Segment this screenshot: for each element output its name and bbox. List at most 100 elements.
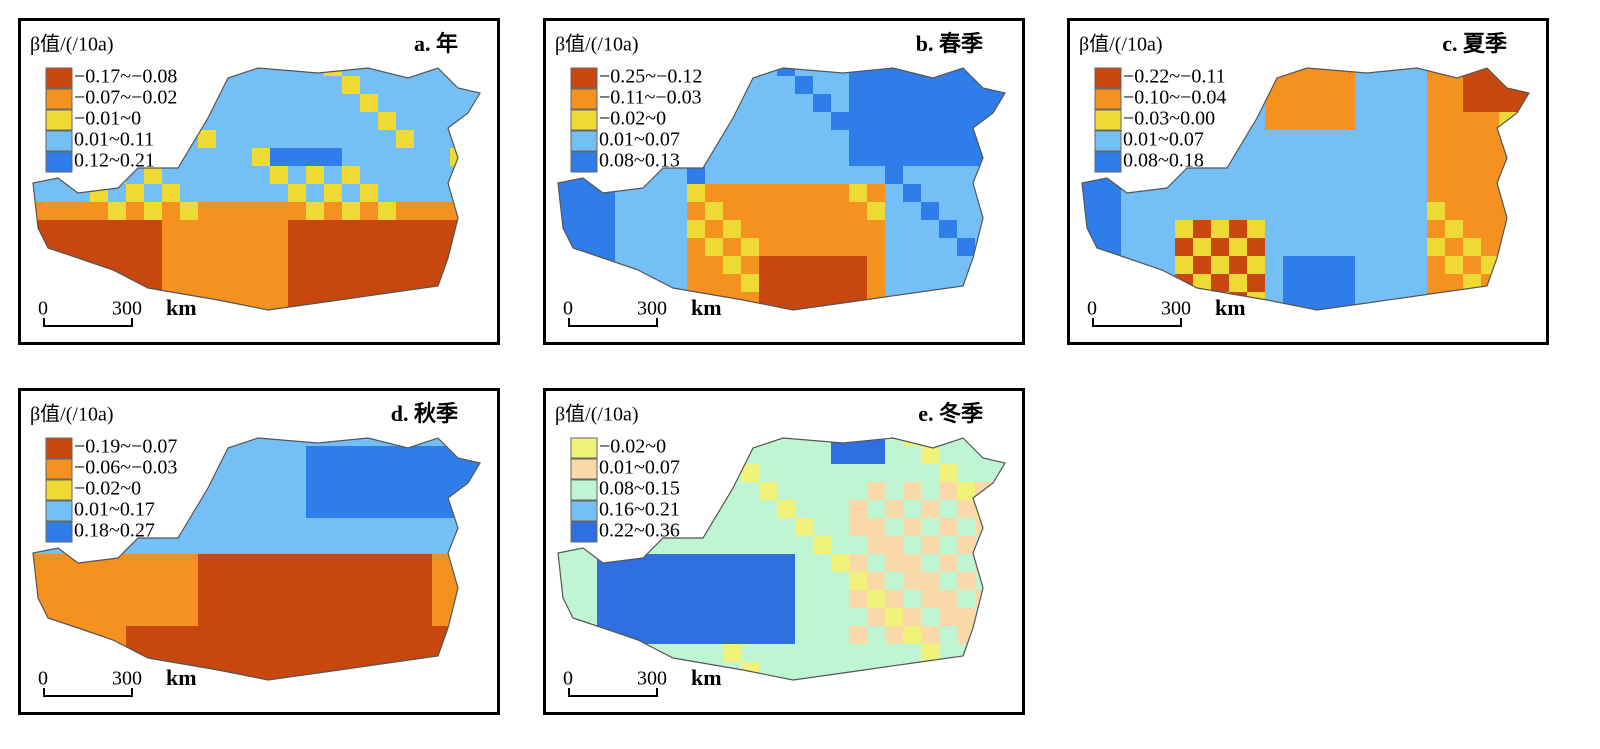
grid-cell [1247, 184, 1265, 202]
grid-cell [396, 256, 414, 274]
grid-cell [723, 274, 741, 292]
grid-cell [957, 130, 975, 148]
grid-cell [324, 644, 342, 662]
grid-cell [867, 112, 885, 130]
grid-cell [378, 184, 396, 202]
grid-cell [651, 608, 669, 626]
grid-cell [360, 130, 378, 148]
grid-cell [162, 274, 180, 292]
grid-cell [777, 482, 795, 500]
grid-cell [957, 536, 975, 554]
grid-cell [1409, 202, 1427, 220]
grid-cell [342, 256, 360, 274]
grid-cell [1391, 94, 1409, 112]
grid-cell [705, 166, 723, 184]
grid-cell [957, 148, 975, 166]
legend-label: −0.17~−0.08 [74, 66, 177, 88]
grid-cell [867, 166, 885, 184]
grid-cell [759, 148, 777, 166]
grid-cell [1283, 184, 1301, 202]
grid-cell [759, 76, 777, 94]
grid-cell [324, 536, 342, 554]
grid-cell [921, 148, 939, 166]
grid-cell [939, 446, 957, 464]
legend-title: β值/(/10a) [555, 33, 639, 56]
grid-cell [867, 464, 885, 482]
grid-cell [360, 94, 378, 112]
grid-cell [342, 68, 360, 76]
grid-cell [903, 590, 921, 608]
grid-cell [162, 608, 180, 626]
grid-cell [396, 536, 414, 554]
grid-cell [1481, 112, 1499, 130]
grid-cell [360, 482, 378, 500]
grid-cell [1103, 184, 1121, 202]
grid-cell [759, 482, 777, 500]
grid-cell [270, 166, 288, 184]
grid-cell [939, 166, 957, 184]
grid-cell [759, 590, 777, 608]
legend-label: 0.08~0.15 [599, 478, 680, 500]
grid-cell [1463, 238, 1481, 256]
grid-cell [324, 202, 342, 220]
grid-cell [378, 464, 396, 482]
grid-cell [252, 256, 270, 274]
grid-cell [777, 608, 795, 626]
grid-cell [288, 166, 306, 184]
grid-cell [144, 184, 162, 202]
grid-cell [432, 446, 450, 464]
grid-cell [1301, 238, 1319, 256]
legend-label: −0.03~0.00 [1123, 108, 1215, 130]
grid-cell [306, 274, 324, 292]
grid-cell [1427, 256, 1445, 274]
grid-cell [162, 166, 180, 184]
grid-cell [723, 644, 741, 662]
grid-cell [180, 554, 198, 572]
grid-cell [1445, 256, 1463, 274]
grid-cell [1409, 130, 1427, 148]
grid-cell [705, 590, 723, 608]
grid-cell [1391, 112, 1409, 130]
grid-cell [324, 590, 342, 608]
grid-cell [306, 76, 324, 94]
grid-cell [216, 112, 234, 130]
grid-cell [1157, 220, 1175, 238]
grid-cell [36, 202, 54, 220]
grid-cell [813, 644, 831, 662]
grid-cell [288, 238, 306, 256]
grid-cell [1463, 94, 1481, 112]
grid-cell [288, 464, 306, 482]
grid-cell [777, 94, 795, 112]
legend-swatch [570, 151, 598, 173]
grid-cell [252, 238, 270, 256]
grid-cell [813, 148, 831, 166]
grid-cell [360, 148, 378, 166]
grid-cell [795, 130, 813, 148]
grid-cell [432, 220, 450, 238]
grid-cell [252, 500, 270, 518]
grid-cell [432, 68, 450, 76]
grid-cell [234, 184, 252, 202]
grid-cell [324, 608, 342, 626]
grid-cell [1373, 76, 1391, 94]
grid-cell [324, 274, 342, 292]
legend-swatch [45, 479, 73, 501]
grid-cell [1427, 274, 1445, 292]
grid-cell [903, 220, 921, 238]
grid-cell [252, 572, 270, 590]
map-panel: β值/(/10a) c. 夏季 −0.22~−0.11−0.10~−0.04−0.0… [1067, 18, 1549, 345]
grid-cell [1301, 68, 1319, 76]
grid-cell [288, 130, 306, 148]
grid-cell [252, 518, 270, 536]
grid-cell [813, 68, 831, 76]
scale-end: 300 [637, 668, 667, 690]
grid-cell [849, 130, 867, 148]
grid-cell [777, 644, 795, 662]
grid-cell [1499, 94, 1517, 112]
grid-cell [831, 500, 849, 518]
scale-unit: km [166, 295, 197, 320]
grid-cell [903, 608, 921, 626]
grid-cell [234, 482, 252, 500]
legend-swatch [45, 109, 73, 131]
